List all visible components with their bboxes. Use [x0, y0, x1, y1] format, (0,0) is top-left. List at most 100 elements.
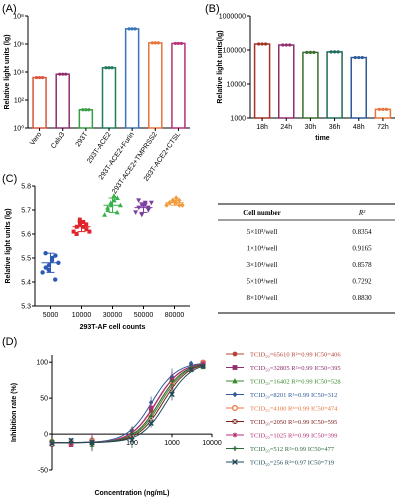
data-point	[139, 212, 145, 218]
marker	[232, 432, 238, 438]
marker	[232, 391, 238, 398]
marker	[129, 437, 135, 443]
data-point	[105, 205, 111, 210]
data-point	[332, 50, 337, 54]
x-axis-label: 293T-AF cell counts	[80, 324, 146, 331]
panel-label-b: (B)	[205, 3, 220, 15]
data-point	[377, 107, 382, 111]
bar	[253, 43, 271, 119]
data-point	[81, 108, 85, 112]
marker	[232, 365, 238, 370]
marker	[200, 363, 206, 369]
legend-entry: TCID₅₀=65610 R²=0.99 IC50=406	[250, 352, 341, 359]
bar	[326, 51, 343, 119]
x-tick-label: 5000	[43, 312, 59, 319]
data-point	[281, 43, 285, 47]
data-point	[384, 107, 389, 111]
marker-cross	[232, 418, 238, 425]
data-point	[84, 222, 89, 227]
data-point	[308, 50, 313, 54]
x-tick-label: 293T-ACE2	[86, 131, 113, 165]
data-point	[107, 66, 111, 70]
data-point	[110, 66, 114, 70]
marker	[169, 378, 175, 384]
data-point	[43, 265, 48, 270]
data-point	[84, 227, 89, 232]
data-point	[173, 41, 178, 46]
x-tick-label: Vero	[29, 131, 43, 147]
x-tick-label: Calu3	[50, 131, 66, 150]
data-point	[381, 107, 385, 111]
bar	[101, 67, 117, 129]
x-tick-label: 18h	[256, 124, 268, 131]
y-tick-label: 5.7	[21, 208, 31, 215]
data-point	[180, 202, 185, 208]
x-tick-label: 36h	[329, 124, 341, 131]
y-tick-label: 1000	[230, 116, 246, 123]
chart-c: 5.3 5.4 5.5 5.6 5.7 5.8 5000 10000 30000 50000 800…	[5, 184, 190, 331]
legend-entry: TCID₅₀=512 R²=0.99 IC50=477	[250, 446, 335, 453]
y-axis-label: Relative light units (lg)	[4, 34, 11, 109]
data-point	[53, 253, 58, 258]
data-point	[130, 27, 134, 31]
legend-entry: TCID₅₀=8201 R²=0.99 IC50=312	[250, 392, 337, 399]
data-point	[153, 41, 157, 45]
data-point	[37, 75, 42, 80]
data-point	[256, 42, 261, 46]
panel-label-c: (C)	[2, 173, 17, 185]
marker	[148, 420, 154, 427]
data-point	[133, 27, 137, 31]
x-tick-label: 80000	[165, 312, 185, 319]
y-tick-label: 0	[44, 432, 48, 439]
marker	[169, 391, 175, 398]
y-tick-label: 100	[36, 360, 48, 367]
data-point	[104, 66, 108, 70]
fit-curve	[52, 363, 204, 444]
bar	[278, 44, 295, 119]
bar	[78, 109, 94, 129]
x-tick-label: 293T	[75, 131, 90, 149]
data-point	[58, 72, 62, 76]
data-point	[111, 193, 117, 198]
data-point	[43, 251, 48, 256]
table-header: Cell number	[243, 209, 281, 217]
legend-entry: TCID₅₀=32805 R²=0.99 IC50=395	[250, 365, 341, 372]
x-tick-label: 24h	[280, 124, 292, 131]
bar	[32, 76, 47, 129]
data-point	[34, 75, 39, 80]
data-point	[53, 277, 58, 282]
legend-entry: TCID₅₀=256 R²=0.97 IC50=719	[250, 460, 334, 467]
table-cell: 0.8830	[352, 294, 372, 302]
x-axis-label: Concentration (ng/mL)	[94, 490, 169, 497]
data-point	[173, 195, 179, 201]
marker	[68, 437, 74, 444]
table-cell: 3×10⁴/well	[247, 261, 278, 269]
y-axis-label: Relative light units(lg)	[217, 30, 224, 103]
table-cell: 0.7292	[352, 278, 372, 286]
fit-curve	[52, 364, 204, 444]
x-tick-label: 10000	[72, 312, 92, 319]
table-cell: 5×10⁴/well	[247, 278, 278, 286]
legend-entry: TCID₅₀=2050 R²=0.99 IC50=595	[250, 419, 337, 426]
data-point	[179, 41, 184, 46]
x-tick-label: 72h	[377, 124, 389, 131]
data-point	[353, 55, 357, 60]
panel-label-a: (A)	[2, 3, 17, 15]
data-point	[84, 108, 88, 112]
data-point	[64, 72, 68, 76]
bar	[124, 28, 140, 129]
data-point	[150, 41, 154, 45]
data-point	[305, 50, 309, 54]
table-cell: 0.9165	[352, 245, 372, 253]
bar	[171, 42, 186, 129]
x-tick-label: 30000	[103, 312, 123, 319]
data-point	[74, 232, 79, 236]
y-tick-label: 5.4	[21, 280, 31, 287]
panel-label-d: (D)	[2, 336, 17, 348]
marker	[148, 413, 154, 419]
marker	[232, 405, 239, 412]
data-point	[360, 55, 364, 60]
data-point	[164, 202, 169, 208]
data-point	[40, 270, 45, 275]
y-tick-label: 5.5	[21, 256, 31, 263]
